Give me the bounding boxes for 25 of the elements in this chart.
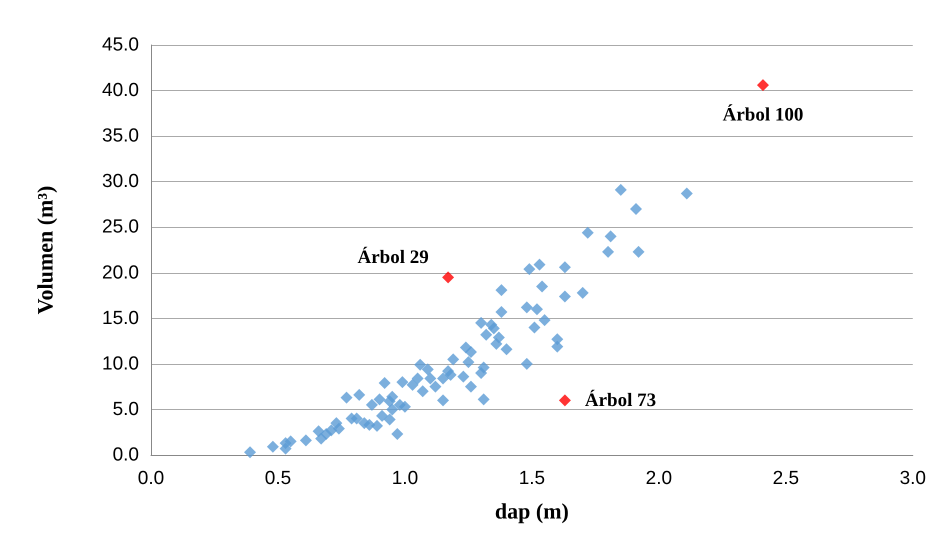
annotation: Árbol 73 (584, 388, 656, 411)
y-tick-label: 35.0 (102, 126, 139, 147)
point (442, 271, 454, 284)
y-tick-label: 40.0 (102, 80, 139, 102)
x-tick-label: 0.5 (264, 468, 292, 489)
x-tick-label: 1.0 (392, 468, 418, 489)
y-tick-label: 10.0 (102, 353, 139, 374)
y-axis-title: Volumen (m³) (32, 186, 58, 314)
point (558, 394, 571, 406)
annotation: Árbol 29 (357, 246, 429, 268)
x-axis-title: dap (m) (494, 498, 569, 524)
x-tick-label: 3.0 (900, 468, 926, 489)
annotation: Árbol 100 (722, 104, 804, 126)
y-tick-label: 5.0 (112, 398, 139, 420)
x-tick-label: 2.0 (646, 468, 672, 489)
y-tick-label: 25.0 (102, 216, 139, 238)
y-tick-label: 20.0 (102, 262, 139, 284)
y-tick-label: 0.0 (112, 444, 139, 466)
x-tick-label: 2.5 (772, 468, 800, 489)
point (756, 79, 769, 92)
y-tick-label: 15.0 (102, 308, 139, 329)
y-tick-label: 45.0 (102, 34, 139, 56)
x-tick-label: 0.0 (138, 468, 164, 489)
y-tick-label: 30.0 (102, 171, 139, 192)
x-tick-label: 1.5 (518, 468, 546, 489)
